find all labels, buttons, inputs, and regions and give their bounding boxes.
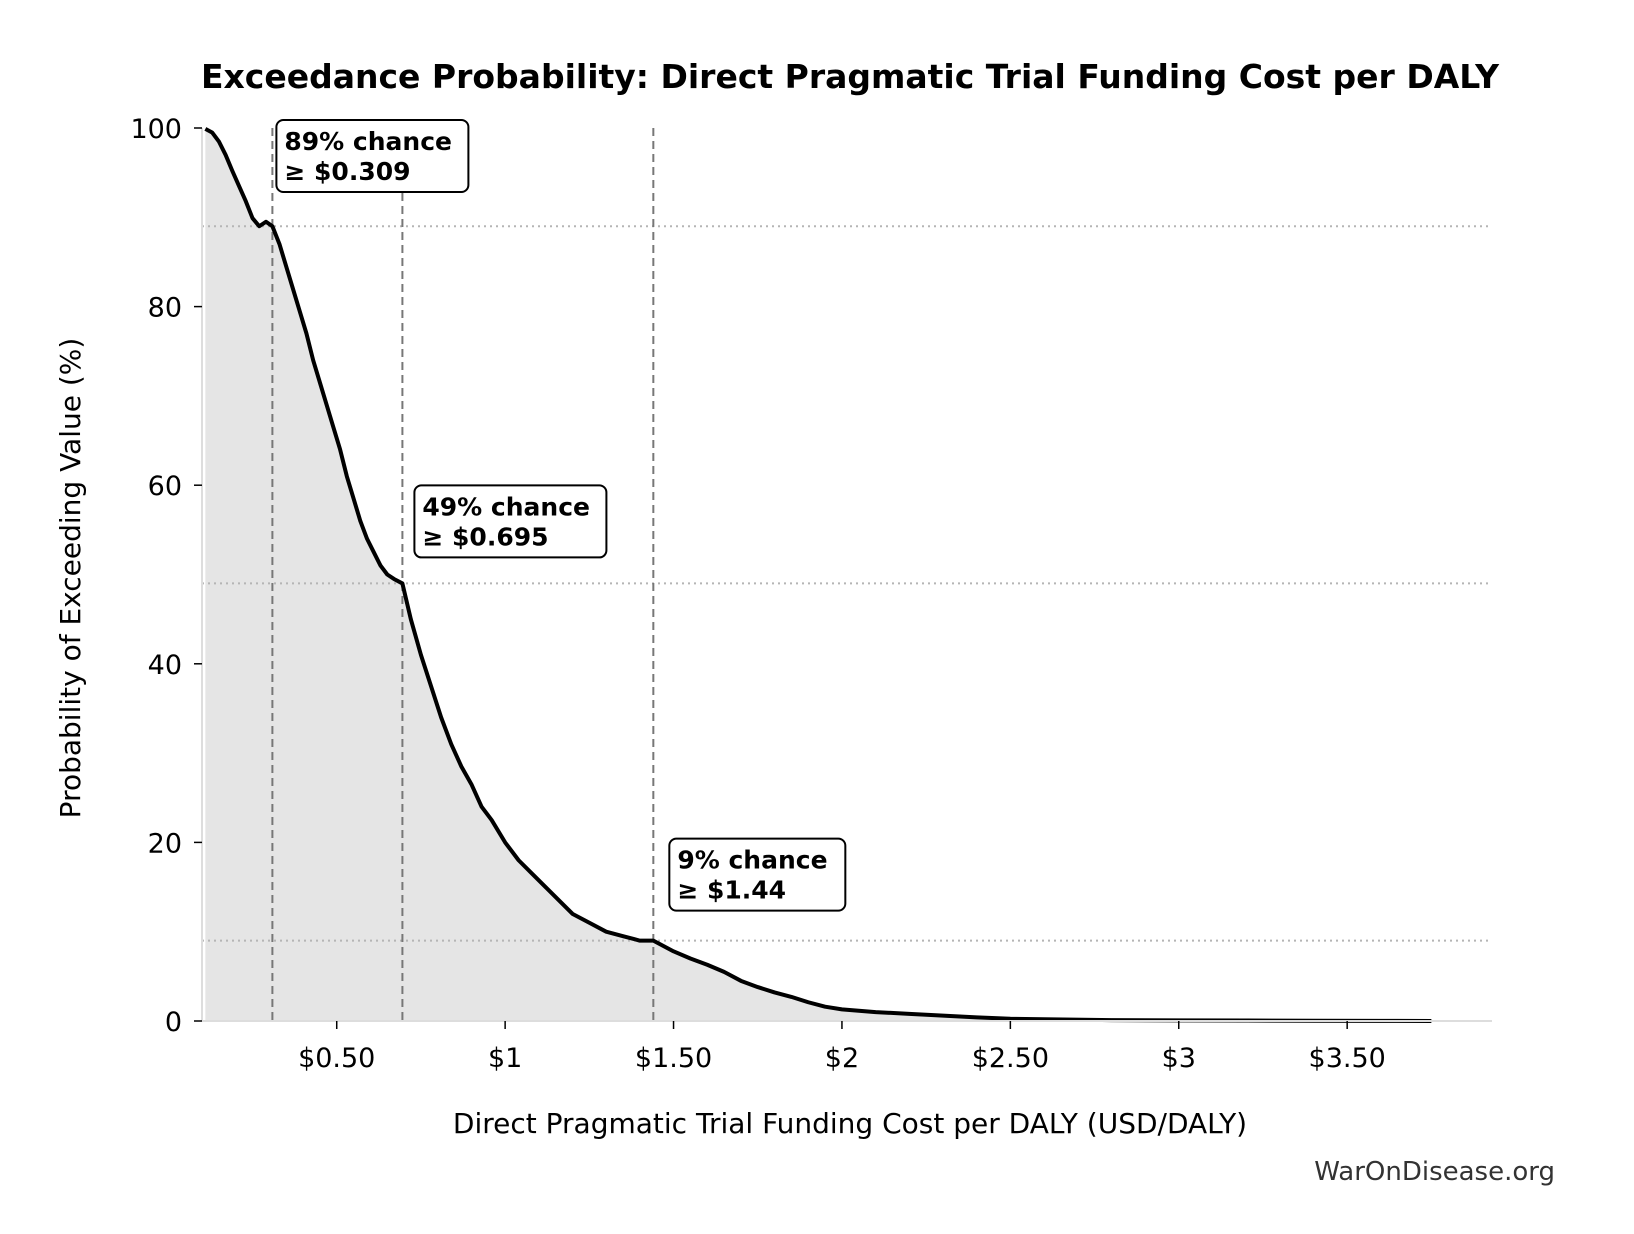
axes-group xyxy=(201,128,1492,1022)
y-tick-label: 0 xyxy=(165,1007,182,1038)
exceedance-curve xyxy=(204,127,1432,1023)
y-tick-label: 20 xyxy=(148,828,182,859)
y-ticks-group: 0 20 40 60 80 100 xyxy=(130,114,202,1038)
x-ticks-group: $0.50 $1 $1.50 $2 $2.50 $3 $3.50 xyxy=(298,1021,1386,1074)
annotation-3: 9% chance≥ $1.44 xyxy=(668,837,847,912)
x-tick-label: $3.50 xyxy=(1309,1043,1386,1074)
x-tick-label: $0.50 xyxy=(298,1043,375,1074)
annotation-box xyxy=(413,484,608,559)
exceedance-curve-group xyxy=(204,127,1432,1023)
x-tick-label: $2.50 xyxy=(972,1043,1049,1074)
annotation-line1: 89% chance xyxy=(284,127,452,156)
y-tick-label: 60 xyxy=(148,471,182,502)
vertical-reference-lines xyxy=(271,128,655,1021)
annotation-2: 49% chance≥ $0.695 xyxy=(413,484,608,559)
annotation-box xyxy=(275,119,470,193)
x-tick-label: $1 xyxy=(488,1043,522,1074)
y-tick-label: 40 xyxy=(148,650,182,681)
area-fill-group xyxy=(205,128,1432,1021)
annotation-line1: 49% chance xyxy=(422,492,590,521)
x-axis-title: Direct Pragmatic Trial Funding Cost per … xyxy=(453,1107,1247,1140)
annotation-line2: ≥ $0.309 xyxy=(284,157,410,186)
x-tick-label: $2 xyxy=(825,1043,859,1074)
annotation-line2: ≥ $1.44 xyxy=(677,876,786,905)
annotation-line1: 9% chance xyxy=(677,846,827,875)
annotation-line2: ≥ $0.695 xyxy=(422,522,548,551)
x-tick-label: $3 xyxy=(1162,1043,1196,1074)
annotation-1: 89% chance≥ $0.309 xyxy=(275,119,470,193)
horizontal-reference-lines xyxy=(202,225,1492,942)
y-axis-title: Probability of Exceeding Value (%) xyxy=(54,338,87,819)
area-fill xyxy=(205,128,1432,1021)
y-tick-label: 100 xyxy=(130,114,182,145)
annotations-group: 89% chance≥ $0.309 49% chance≥ $0.695 9% c… xyxy=(275,119,847,912)
y-tick-label: 80 xyxy=(148,293,182,324)
footer-watermark: WarOnDisease.org xyxy=(1314,1157,1555,1187)
x-tick-label: $1.50 xyxy=(635,1043,712,1074)
chart-title: Exceedance Probability: Direct Pragmatic… xyxy=(201,57,1500,96)
annotation-box xyxy=(668,837,847,912)
